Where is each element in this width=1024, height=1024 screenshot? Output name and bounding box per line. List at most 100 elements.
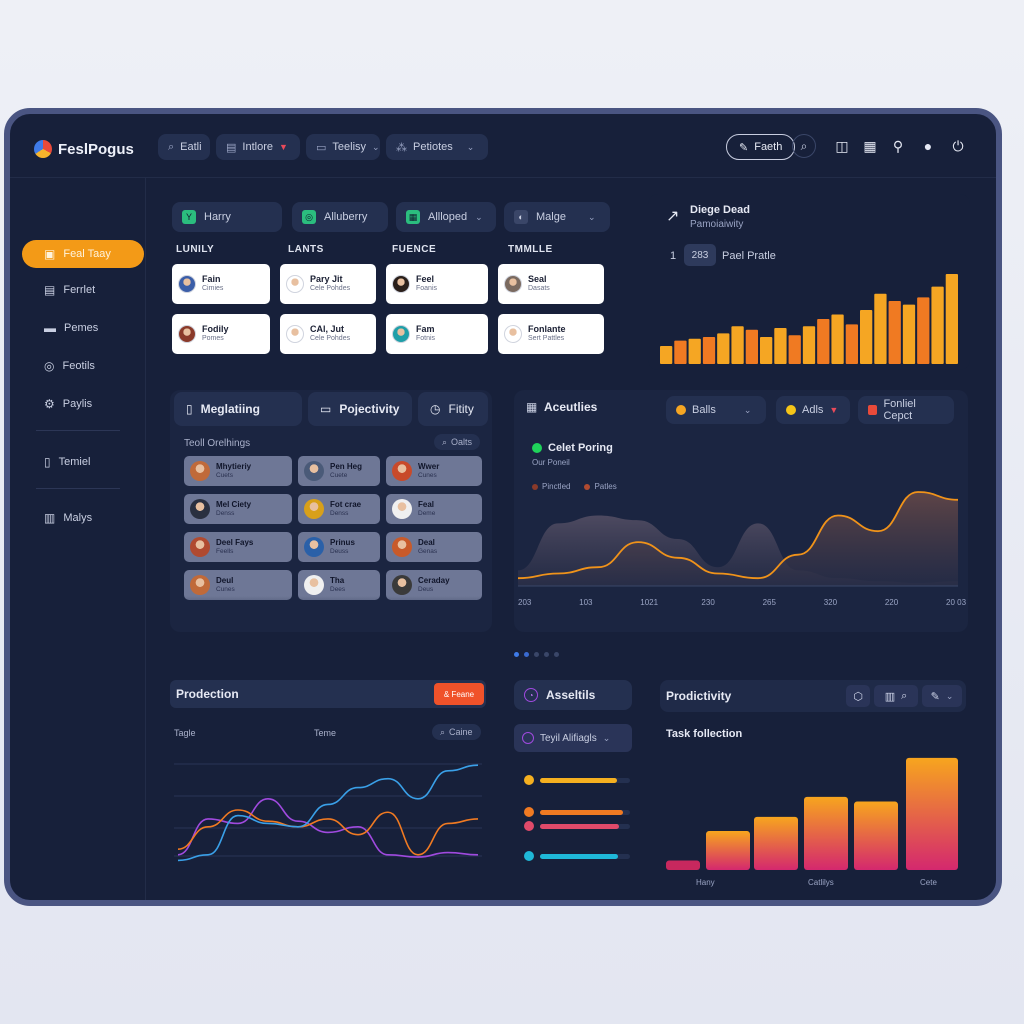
productivity-bar[interactable] [804, 796, 848, 870]
assets-dropdown[interactable]: Teyil Alifiagls ⌄ [514, 724, 632, 752]
person-card[interactable]: Feel Foanis [386, 264, 488, 304]
grid-card[interactable]: Mel Ciety Denss [184, 494, 292, 524]
search-button[interactable]: ⌕ Eatli [158, 134, 210, 160]
pager-dot[interactable] [554, 652, 559, 657]
top-chart-bar[interactable] [874, 293, 887, 364]
user-icon[interactable]: ● [923, 138, 933, 154]
top-chart-bar[interactable] [831, 314, 844, 365]
person-card[interactable]: CAl, Jut Cele Pohdes [280, 314, 376, 354]
pager-dot[interactable] [544, 652, 549, 657]
tab-fitity[interactable]: ◷ Fitity [418, 392, 488, 426]
sidebar-item-temiel[interactable]: ▯ Temiel [22, 448, 144, 476]
menu-dropdown-3[interactable]: ⁂ Petiotes ⌄ [386, 134, 488, 160]
menu-dropdown-1[interactable]: ▤ Intlore ▼ [216, 134, 300, 160]
top-chart-bar[interactable] [774, 328, 787, 364]
pager-dot[interactable] [524, 652, 529, 657]
top-chart-bar[interactable] [760, 337, 773, 364]
camera-icon[interactable]: ◫ [835, 137, 849, 154]
productivity-bar[interactable] [854, 801, 898, 870]
top-chart-bar[interactable] [745, 329, 758, 364]
filter-pill-malge[interactable]: ◐ Malge ⌄ [504, 202, 610, 232]
top-chart-bar[interactable] [931, 286, 944, 364]
filter-pill-harry[interactable]: Y Harry [172, 202, 282, 232]
toolbar-button-group[interactable]: ▥ ⌕ [874, 685, 918, 707]
asset-bar-fill[interactable] [540, 810, 623, 815]
area-series-line[interactable] [518, 491, 958, 580]
filter-pill-alluberry[interactable]: ◎ Alluberry [292, 202, 388, 232]
production-series-line[interactable] [177, 809, 479, 856]
top-chart-bar[interactable] [817, 319, 830, 364]
top-chart-bar[interactable] [845, 324, 858, 364]
production-series-line[interactable] [177, 764, 479, 862]
person-card[interactable]: Seal Dasats [498, 264, 604, 304]
shield-icon[interactable]: ⬡ [846, 685, 870, 707]
top-chart-bar[interactable] [702, 337, 716, 364]
grid-card[interactable]: Deul Cunes [184, 570, 292, 600]
menu-dropdown-2[interactable]: ▭ Teelisy ⌄ [306, 134, 380, 160]
search-circle-button[interactable]: ⌕ [792, 134, 816, 158]
grid-card[interactable]: Feal Deme [386, 494, 482, 524]
grid-card[interactable]: Deal Genas [386, 532, 482, 562]
edit-dropdown-button[interactable]: ✎ ⌄ [922, 685, 962, 707]
fonliel-dropdown[interactable]: Fonliel Cepct [858, 396, 954, 424]
grid-card[interactable]: Tha Dees [298, 570, 380, 600]
sidebar-item-paylis[interactable]: ⚙ Paylis [22, 390, 144, 418]
tab-meglatiing[interactable]: ▯ Meglatiing [174, 392, 302, 426]
top-chart-bar[interactable] [802, 326, 816, 364]
sidebar-item-malys[interactable]: ▥ Malys [22, 504, 144, 532]
sidebar-item-ferrlet[interactable]: ▤ Ferrlet [22, 276, 144, 304]
production-left-label: Tagle [174, 728, 196, 738]
grid-card[interactable]: Mhytieriy Cuets [184, 456, 292, 486]
grid-card[interactable]: Fot crae Denss [298, 494, 380, 524]
calendar-icon[interactable]: ▦ [863, 137, 877, 154]
sidebar-item-feal-taay[interactable]: ▣ Feal Taay [22, 240, 144, 268]
productivity-bar[interactable] [754, 816, 798, 870]
top-chart-bar[interactable] [860, 310, 873, 364]
production-caine-button[interactable]: ⌕ Caine [432, 724, 481, 740]
asset-bar-fill[interactable] [540, 824, 620, 829]
section-action-button[interactable]: ⌕ Oalts [434, 434, 481, 450]
top-chart-bar[interactable] [731, 326, 744, 364]
person-card[interactable]: Fam Fotnis [386, 314, 488, 354]
magnifier-icon[interactable]: ⚲ [892, 137, 904, 154]
productivity-bar[interactable] [666, 860, 700, 870]
production-action-button[interactable]: & Feane [434, 683, 484, 705]
adls-dropdown[interactable]: Adls ▼ [776, 396, 850, 424]
person-card[interactable]: Fonlante Sert Pattles [498, 314, 604, 354]
carousel-pager[interactable] [514, 652, 559, 657]
grid-card[interactable]: Prinus Deuss [298, 532, 380, 562]
asset-bar-fill[interactable] [540, 778, 617, 783]
top-chart-bar[interactable] [945, 274, 958, 364]
action-button[interactable]: ✎ Faeth [726, 134, 796, 160]
app-logo[interactable]: FeslPogus [34, 140, 134, 158]
top-chart-bar[interactable] [788, 335, 801, 364]
power-icon[interactable]: ⏻ [952, 137, 964, 154]
asset-bar-fill[interactable] [540, 854, 619, 859]
top-chart-bar[interactable] [917, 297, 930, 364]
green-dot-icon [532, 443, 542, 453]
sidebar-divider [36, 430, 120, 431]
productivity-bar[interactable] [906, 757, 958, 870]
top-chart-bar[interactable] [688, 338, 701, 364]
top-chart-bar[interactable] [902, 304, 916, 364]
top-chart-bar[interactable] [888, 301, 901, 364]
tab-pojectivity[interactable]: ▭ Pojectivity [308, 392, 412, 426]
person-card[interactable]: Pary Jit Cele Pohdes [280, 264, 376, 304]
grid-card[interactable]: Ceraday Deus [386, 570, 482, 600]
grid-card[interactable]: Deel Fays Feells [184, 532, 292, 562]
top-chart-bar[interactable] [717, 333, 730, 364]
pager-dot[interactable] [534, 652, 539, 657]
pager-dot[interactable] [514, 652, 519, 657]
sidebar-item-pemes[interactable]: ▬ Pemes [22, 314, 144, 342]
person-card[interactable]: Fodily Pomes [172, 314, 270, 354]
sidebar-item-feotils[interactable]: ◎ Feotils [22, 352, 144, 380]
productivity-bar[interactable] [706, 831, 750, 870]
production-series-line[interactable] [177, 797, 479, 858]
filter-pill-allloped[interactable]: ▦ Allloped ⌄ [396, 202, 496, 232]
balls-dropdown[interactable]: Balls ⌄ [666, 396, 766, 424]
person-card[interactable]: Fain Cimies [172, 264, 270, 304]
grid-card[interactable]: Pen Heg Cuete [298, 456, 380, 486]
grid-card[interactable]: Wwer Cunes [386, 456, 482, 486]
top-chart-bar[interactable] [674, 340, 687, 364]
top-chart-bar[interactable] [660, 346, 673, 364]
